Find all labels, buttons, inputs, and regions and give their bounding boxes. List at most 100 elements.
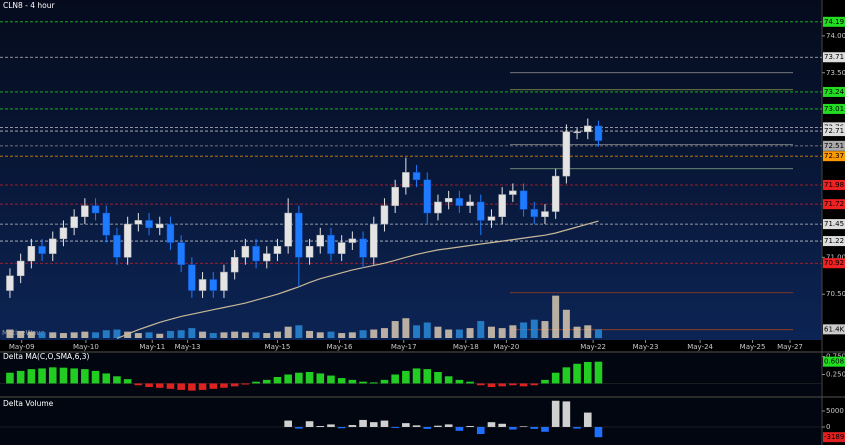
- candle-body: [509, 190, 517, 195]
- histogram-bar: [423, 369, 432, 384]
- histogram-bar: [498, 423, 506, 427]
- x-tick-label: May-15: [265, 343, 291, 351]
- volume-bar: [530, 319, 538, 338]
- candle-body: [391, 186, 399, 206]
- histogram-bar: [391, 374, 399, 384]
- candle-body: [412, 172, 421, 181]
- histogram-bar: [444, 376, 453, 384]
- level-label-box: [823, 258, 845, 269]
- level-label: 73.01: [824, 105, 844, 113]
- candle-body: [263, 253, 271, 262]
- last-value-label-box: [823, 432, 845, 443]
- histogram-bar: [412, 425, 421, 427]
- candle-body: [305, 245, 314, 258]
- x-tick-label: May-10: [73, 343, 99, 351]
- volume-bar: [573, 326, 581, 338]
- panel-title: Delta Volume: [3, 399, 54, 408]
- x-tick-label: May-11: [139, 343, 165, 351]
- level-label-box: [823, 151, 845, 162]
- histogram-bar: [305, 421, 314, 427]
- volume-bar: [113, 329, 121, 338]
- volume-bar: [27, 331, 35, 338]
- volume-bar: [316, 332, 324, 338]
- volume-bar: [92, 332, 100, 338]
- candle-body: [123, 223, 132, 258]
- histogram-bar: [530, 383, 539, 386]
- level-label: 72.71: [824, 127, 844, 135]
- histogram-bar: [476, 426, 485, 435]
- histogram-bar: [295, 426, 303, 429]
- level-label-box: [823, 126, 845, 137]
- histogram-bar: [262, 379, 271, 384]
- candle-body: [38, 245, 46, 254]
- candle-body: [327, 234, 335, 254]
- histogram-bar: [48, 367, 57, 384]
- last-value-label-box: [823, 356, 845, 367]
- histogram-bar: [252, 381, 260, 384]
- volume-bar: [145, 332, 153, 338]
- histogram-bar: [562, 401, 571, 427]
- candle-body: [81, 205, 89, 217]
- y-tick-label: 0: [826, 423, 830, 431]
- histogram-bar: [455, 379, 464, 384]
- last-value-label: -3189: [824, 433, 844, 441]
- volume-bar: [166, 330, 174, 338]
- candle-body: [273, 245, 282, 254]
- candle-body: [530, 209, 539, 217]
- histogram-bar: [487, 422, 496, 427]
- volume-bar: [338, 333, 346, 338]
- level-label-box: [823, 179, 845, 190]
- histogram-bar: [220, 383, 228, 388]
- volume-bar: [241, 332, 249, 338]
- volume-bar: [252, 332, 260, 338]
- candle-body: [113, 234, 121, 258]
- x-tick-label: May-20: [494, 343, 520, 351]
- candle-body: [6, 275, 14, 291]
- histogram-bar: [81, 369, 89, 384]
- level-label-box: [823, 16, 845, 27]
- histogram-bar: [284, 374, 292, 384]
- histogram-bar: [230, 383, 239, 387]
- level-label: 71.22: [824, 237, 844, 245]
- histogram-bar: [91, 370, 100, 384]
- candle-body: [252, 245, 260, 262]
- volume-bar: [188, 328, 196, 338]
- histogram-bar: [444, 424, 453, 427]
- candle-body: [91, 205, 100, 214]
- histogram-bar: [519, 426, 528, 427]
- level-label: 73.71: [824, 53, 844, 61]
- histogram-bar: [123, 379, 132, 384]
- volume-bar: [562, 309, 570, 338]
- histogram-bar: [145, 383, 153, 388]
- volume-bar: [6, 329, 14, 338]
- histogram-bar: [594, 361, 603, 384]
- candle-body: [551, 175, 560, 212]
- candle-body: [573, 131, 581, 134]
- candle-body: [434, 201, 442, 214]
- candle-body: [541, 211, 549, 217]
- candle-body: [156, 223, 164, 229]
- x-tick-label: May-17: [391, 343, 417, 351]
- histogram-bar: [102, 373, 111, 384]
- histogram-bar: [70, 368, 78, 384]
- volume-bar: [70, 332, 78, 338]
- volume-bar: [59, 333, 67, 338]
- level-label-box: [823, 140, 845, 151]
- candle-body: [402, 172, 410, 188]
- histogram-bar: [509, 383, 517, 386]
- volume-bar: [231, 331, 239, 338]
- histogram-bar: [402, 423, 410, 427]
- histogram-bar: [177, 383, 185, 390]
- candle-body: [519, 190, 528, 210]
- volume-bar: [423, 322, 431, 338]
- candle-body: [177, 242, 185, 265]
- volume-bar: [370, 329, 378, 338]
- histogram-bar: [16, 370, 25, 384]
- volume-label: 61.4K: [824, 325, 845, 333]
- histogram-bar: [509, 426, 517, 430]
- candle-body: [16, 260, 25, 277]
- x-tick-label: May-23: [633, 343, 659, 351]
- histogram-bar: [541, 379, 549, 384]
- volume-bar: [455, 329, 463, 338]
- volume-bar: [466, 328, 474, 338]
